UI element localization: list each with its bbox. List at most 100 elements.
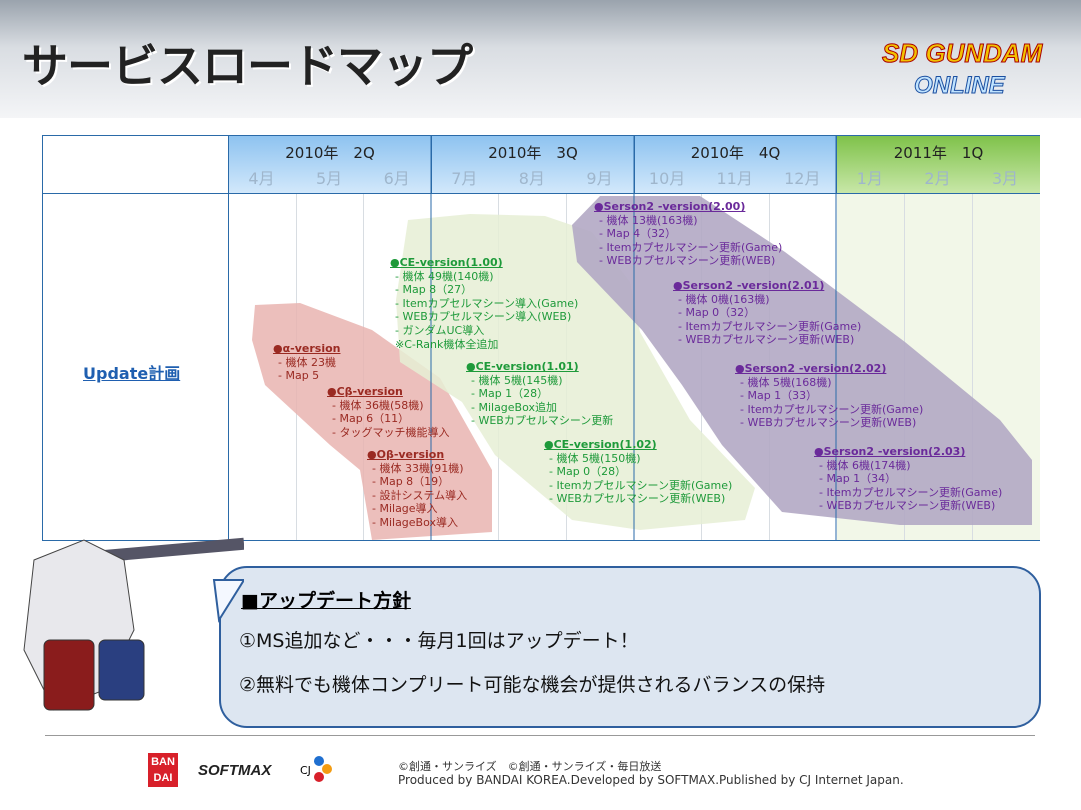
version-block: ●Serson2 -version(2.02) - 機体 5機(168機) - Ma…	[735, 362, 923, 430]
version-item: - Itemカプセルマシーン更新(Game)	[740, 402, 924, 416]
cj-logo-dot	[314, 772, 324, 782]
version-item: - Itemカプセルマシーン更新(Game)	[599, 240, 783, 254]
update-policy-callout: ■アップデート方針 ①MS追加など・・・毎月1回はアップデート！ ②無料でも機体…	[219, 566, 1041, 728]
credits-text: Produced by BANDAI KOREA.Developed by SO…	[398, 773, 904, 787]
cj-logo-text: CJ	[300, 764, 311, 777]
month-label: 11月	[716, 169, 753, 188]
cj-logo-dot	[314, 756, 324, 766]
version-item: - Itemカプセルマシーン導入(Game)	[395, 296, 579, 310]
version-item: - 設計システム導入	[372, 488, 468, 502]
version-item: - MilageBox追加	[471, 400, 558, 414]
month-label: 10月	[648, 169, 686, 188]
version-title: ●Cβ-version	[327, 385, 403, 398]
version-item: - 機体 49機(140機)	[395, 269, 494, 283]
version-item: - Map 1（33）	[740, 389, 818, 403]
green-group-blob	[396, 214, 755, 530]
gundam-robot-illustration	[23, 537, 244, 711]
version-item: - Itemカプセルマシーン更新(Game)	[819, 485, 1003, 499]
month-label: 9月	[586, 169, 613, 188]
version-item: - Map 5	[278, 369, 320, 383]
version-item: ※C-Rank機体全追加	[395, 337, 499, 351]
quarter-header: 2010年 3Q	[431, 136, 634, 194]
version-title: ●Serson2 -version(2.02)	[735, 362, 887, 375]
version-block: ●Oβ-version - 機体 33機(91機) - Map 8（19） - 設計シ…	[367, 448, 467, 530]
version-item: - Map 0（32）	[678, 306, 756, 320]
divider	[228, 136, 229, 540]
month-label: 1月	[856, 169, 883, 188]
version-item: - Milage導入	[372, 502, 438, 516]
version-title: ●CE-version(1.02)	[544, 438, 657, 451]
version-item: - Map 1（34）	[819, 472, 897, 486]
policy-line: ②無料でも機体コンプリート可能な機会が提供されるバランスの保持	[239, 674, 826, 696]
version-title: ●Serson2 -version(2.03)	[814, 445, 966, 458]
month-label: 6月	[383, 169, 410, 188]
version-item: - 機体 23機	[278, 355, 336, 369]
version-title: ●Serson2 -version(2.01)	[673, 279, 825, 292]
version-item: - WEBカプセルマシーン更新(WEB)	[819, 499, 996, 513]
version-item: - 機体 13機(163機)	[599, 213, 698, 227]
month-label: 7月	[451, 169, 478, 188]
version-item: - Map 0（28）	[549, 465, 627, 479]
page-title: サービスロードマップ	[22, 39, 473, 93]
version-item: - Map 6（11）	[332, 412, 410, 426]
version-item: - 機体 5機(168機)	[740, 375, 832, 389]
month-label: 3月	[992, 169, 1019, 188]
quarter-header: 2010年 2Q	[228, 136, 431, 194]
version-item: - Map 1（28）	[471, 387, 549, 401]
month-label: 4月	[248, 169, 275, 188]
version-block: ●α-version - 機体 23機 - Map 5	[273, 342, 340, 383]
purple-group-blob	[572, 196, 1032, 525]
version-item: - MilageBox導入	[372, 515, 459, 529]
softmax-logo: SOFTMAX	[198, 762, 272, 779]
logo-line1: SD GUNDAM	[881, 38, 1043, 69]
cj-internet-logo: CJ	[300, 754, 360, 788]
version-item: - Itemカプセルマシーン更新(Game)	[549, 478, 733, 492]
version-block: ●Cβ-version - 機体 36機(58機) - Map 6（11） - タッグ…	[327, 385, 449, 439]
logo-line2: ONLINE	[914, 72, 1006, 100]
version-item: - WEBカプセルマシーン導入(WEB)	[395, 310, 572, 324]
version-item: - WEBカプセルマシーン更新(WEB)	[678, 333, 855, 347]
version-block: ●Serson2 -version(2.00) - 機体 13機(163機) - M…	[594, 200, 782, 268]
version-item: - WEBカプセルマシーン更新(WEB)	[599, 254, 776, 268]
footer-divider	[45, 735, 1035, 736]
version-block: ●CE-version(1.01) - 機体 5機(145機) - Map 1（28…	[466, 360, 613, 428]
corner-cell	[42, 136, 229, 194]
version-item: - 機体 0機(163機)	[678, 292, 770, 306]
version-item: - タッグマッチ機能導入	[332, 425, 450, 439]
footer: BAN DAI SOFTMAX CJ ©創通・サンライズ ©創通・サンライズ・毎…	[0, 748, 1081, 808]
version-item: - 機体 6機(174機)	[819, 458, 911, 472]
month-label: 12月	[784, 169, 821, 188]
policy-heading: ■アップデート方針	[241, 590, 411, 612]
policy-line: ①MS追加など・・・毎月1回はアップデート！	[239, 630, 639, 652]
bandai-logo: BAN DAI	[148, 753, 178, 787]
version-block: ●CE-version(1.02) - 機体 5機(150機) - Map 0（28…	[544, 438, 732, 506]
month-label: 8月	[518, 169, 545, 188]
version-item: - WEBカプセルマシーン更新	[471, 414, 614, 428]
version-item: - WEBカプセルマシーン更新(WEB)	[740, 416, 917, 430]
quarter-header: 2010年 4Q	[634, 136, 836, 194]
version-title: ●Oβ-version	[367, 448, 445, 461]
version-block: ●Serson2 -version(2.01) - 機体 0機(163機) - Ma…	[673, 279, 861, 347]
version-item: - 機体 5機(145機)	[471, 373, 563, 387]
red-group-blob	[252, 303, 492, 540]
header-banner: サービスロードマップ SD GUNDAM ONLINE	[0, 0, 1081, 118]
version-title: ●CE-version(1.01)	[466, 360, 579, 373]
version-item: - ガンダムUC導入	[395, 323, 485, 337]
version-title: ●α-version	[273, 342, 341, 355]
version-item: - 機体 5機(150機)	[549, 451, 641, 465]
cj-logo-dot	[322, 764, 332, 774]
month-label: 5月	[316, 169, 343, 188]
version-item: - Itemカプセルマシーン更新(Game)	[678, 319, 862, 333]
version-item: - 機体 33機(91機)	[372, 461, 464, 475]
version-item: - Map 8（19）	[372, 475, 450, 489]
version-item: - 機体 36機(58機)	[332, 398, 424, 412]
version-item: - Map 8（27）	[395, 283, 473, 297]
month-label: 2月	[924, 169, 951, 188]
version-item: - Map 4（32）	[599, 227, 677, 241]
update-plan-link[interactable]: Update計画	[83, 364, 181, 383]
sd-gundam-online-logo: SD GUNDAM ONLINE	[878, 36, 1058, 102]
copyright-text: ©創通・サンライズ ©創通・サンライズ・毎日放送	[398, 760, 662, 773]
quarter-header: 2011年 1Q	[836, 136, 1040, 194]
version-title: ●CE-version(1.00)	[390, 256, 503, 269]
